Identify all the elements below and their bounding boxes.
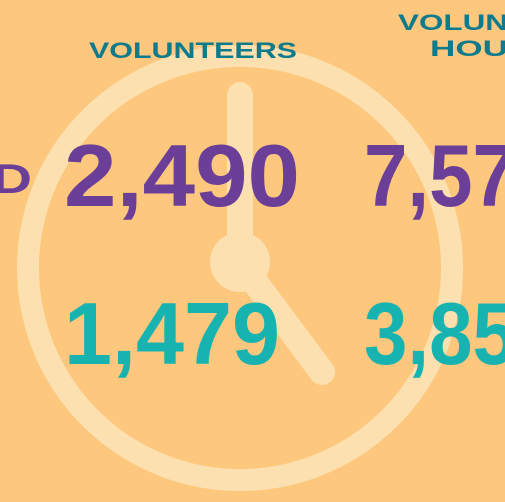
stat-value: 1,479 [64,284,280,383]
column-header: VOLUN [398,10,505,35]
clock-face [17,45,463,491]
row-label: D [0,155,32,202]
stat-value: 2,490 [64,126,300,225]
stat-value: 7,57 [364,126,505,225]
clock-center [210,232,270,292]
clock-watermark [17,45,463,491]
column-header: HOU [430,36,505,61]
stat-value: 3,85 [364,284,505,383]
column-header: VOLUNTEERS [89,38,297,63]
